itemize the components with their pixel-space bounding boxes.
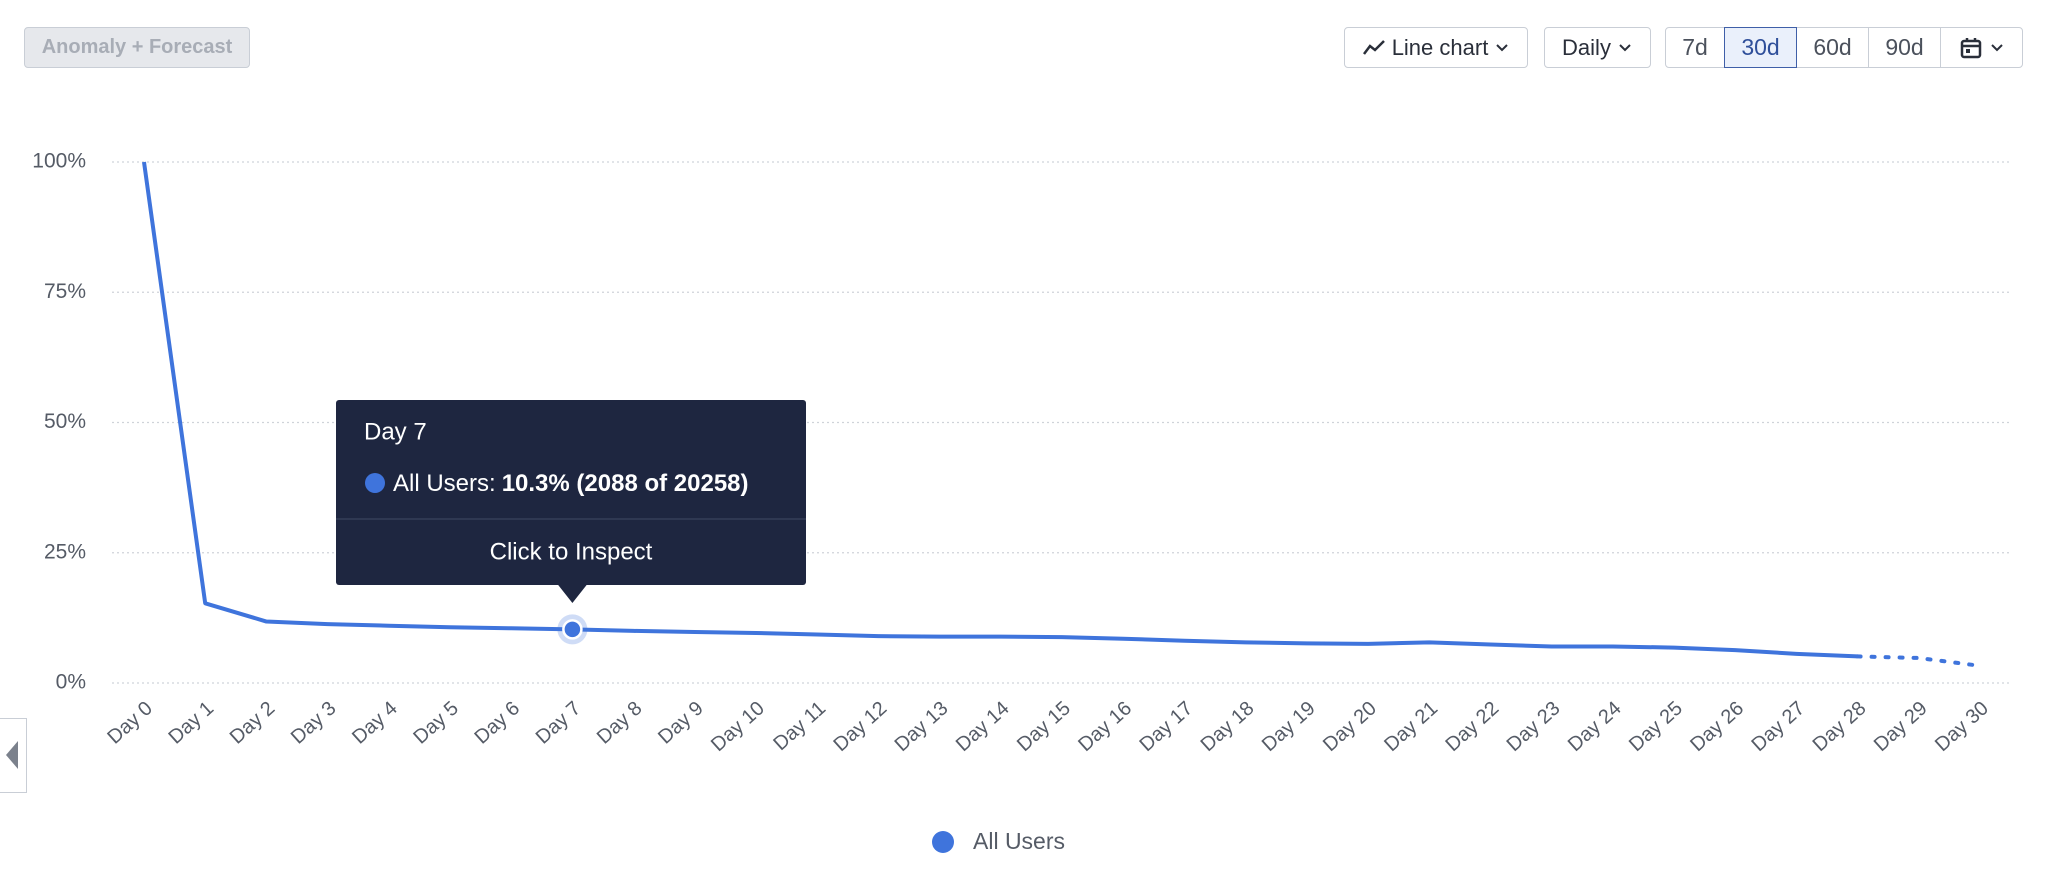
x-tick-label: Day 25 [1625, 697, 1687, 756]
x-tick-label: Day 7 [532, 697, 586, 748]
forecast-line [1855, 654, 1982, 668]
x-tick-label: Day 2 [226, 697, 280, 748]
x-tick-label: Day 12 [829, 697, 891, 756]
x-tick-label: Day 4 [348, 697, 402, 748]
hover-point [562, 619, 583, 640]
tooltip-title: Day 7 [364, 418, 427, 445]
anomaly-button[interactable]: Anomaly + Forecast [24, 27, 250, 68]
chevron [1990, 43, 2003, 51]
scroll-left-tab[interactable] [0, 718, 27, 793]
x-tick-label: Day 6 [471, 697, 525, 748]
x-tick-label: Day 22 [1441, 697, 1503, 756]
y-tick-label: 75% [44, 280, 86, 303]
interval-label: Daily [1562, 34, 1611, 60]
x-tick-label: Day 23 [1503, 697, 1565, 756]
calendar-dropdown[interactable] [1940, 27, 2023, 68]
range-button[interactable]: 60d [1796, 27, 1869, 68]
arrow-icon [6, 741, 18, 769]
x-tick-label: Day 11 [769, 697, 830, 755]
x-tick-label: Day 24 [1564, 697, 1626, 756]
range-button[interactable]: 90d [1868, 27, 1941, 68]
tooltip-box [336, 400, 806, 585]
tooltip-arrow [557, 584, 588, 603]
chart-type-dropdown[interactable]: Line chart [1344, 27, 1528, 68]
tooltip-action: Click to Inspect [490, 538, 653, 565]
y-tick-label: 25% [44, 540, 86, 563]
x-tick-label: Day 1 [165, 697, 219, 748]
x-tick-label: Day 19 [1258, 697, 1320, 756]
x-tick-label: Day 9 [654, 697, 708, 748]
x-tick-label: Day 28 [1809, 697, 1871, 756]
x-tick-label: Day 14 [952, 697, 1014, 756]
calendar-icon [1960, 37, 1981, 58]
y-tick-label: 100% [32, 150, 86, 173]
x-tick-label: Day 17 [1135, 697, 1197, 756]
x-tick-label: Day 3 [287, 697, 341, 748]
interval-dropdown[interactable]: Daily [1544, 27, 1651, 68]
x-tick-label: Day 15 [1013, 697, 1075, 756]
legend-label: All Users [973, 828, 1065, 854]
x-tick-label: Day 18 [1197, 697, 1259, 756]
x-tick-label: Day 16 [1074, 697, 1136, 756]
tooltip[interactable]: Day 7 All Users: 10.3% (2088 of 20258) Clic… [336, 400, 806, 603]
x-tick-label: Day 27 [1747, 697, 1809, 756]
tooltip-series: All Users: [393, 470, 496, 497]
x-tick-label: Day 0 [103, 697, 157, 748]
series-line [142, 161, 1858, 659]
y-tick-label: 0% [56, 671, 86, 694]
range-button[interactable]: 30d [1724, 27, 1797, 68]
x-tick-label: Day 26 [1686, 697, 1748, 756]
tooltip-value: 10.3% (2088 of 20258) [502, 470, 749, 497]
chevron [1619, 43, 1631, 51]
x-tick-label: Day 20 [1319, 697, 1381, 756]
x-tick-label: Day 29 [1870, 697, 1932, 756]
chart-type-label: Line chart [1391, 34, 1489, 60]
x-tick-label: Day 13 [891, 697, 953, 756]
range-button[interactable]: 7d [1665, 27, 1725, 68]
legend-marker [932, 831, 954, 853]
x-tick-label: Day 5 [409, 697, 463, 748]
line-icon [1362, 39, 1385, 55]
tooltip-dot [365, 473, 385, 493]
x-tick-label: Day 21 [1380, 697, 1442, 756]
tooltip-line: All Users: 10.3% (2088 of 20258) [393, 470, 749, 497]
y-tick-label: 50% [44, 410, 86, 433]
x-tick-label: Day 10 [707, 697, 769, 756]
anomaly-label: Anomaly + Forecast [41, 36, 233, 58]
hover-halo [557, 614, 588, 645]
chevron [1496, 43, 1509, 51]
x-tick-label: Day 30 [1931, 697, 1993, 756]
x-tick-label: Day 8 [593, 697, 647, 748]
